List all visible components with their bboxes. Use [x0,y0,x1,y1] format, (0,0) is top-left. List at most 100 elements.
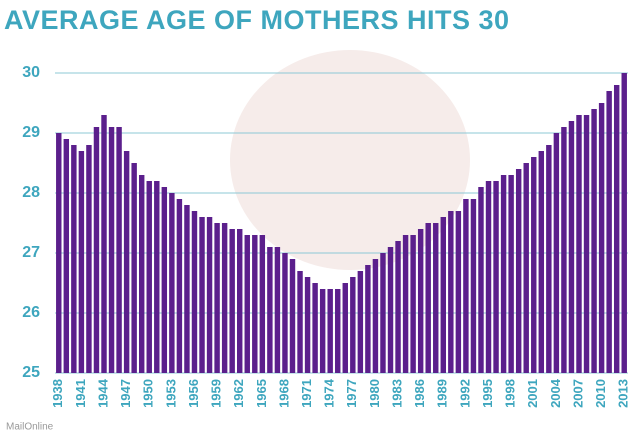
x-tick-label: 1947 [118,379,133,408]
bar [116,127,122,373]
bar [169,193,175,373]
bar [591,109,597,373]
bar [523,163,529,373]
bar [123,151,130,373]
x-tick-label: 1959 [209,379,224,408]
bar [531,157,537,373]
bar [176,199,183,373]
bar [312,283,318,373]
bar [335,289,341,373]
bar [576,115,582,373]
y-tick-label: 25 [22,364,40,381]
bar [138,175,145,373]
bar [214,223,220,373]
x-tick-label: 1962 [231,379,246,408]
bar [365,265,371,373]
bar [493,181,499,373]
bar [93,127,100,373]
x-tick-label: 1953 [163,379,178,408]
bar [86,145,92,373]
bar [448,211,454,373]
bar [342,283,348,373]
y-tick-label: 27 [22,244,40,261]
bar [583,115,590,373]
y-tick-label: 30 [22,64,40,81]
source: MailOnline [6,422,54,433]
bar [478,187,484,373]
bar [154,181,160,373]
bar [63,139,70,373]
bar [101,115,107,373]
x-tick-label: 1977 [344,379,359,408]
bar [71,145,77,373]
bar [561,127,567,373]
bar [289,259,296,373]
x-tick-label: 1965 [254,379,269,408]
chart-title: AVERAGE AGE OF MOTHERS HITS 30 [4,5,510,35]
bar [146,181,152,373]
bar [199,217,205,373]
bar [395,241,401,373]
bar [508,175,514,373]
bar [304,277,311,373]
bar [606,91,612,373]
bar [568,121,575,373]
bar [380,253,386,373]
bar [621,73,627,373]
x-tick-label: 1992 [457,379,472,408]
x-tick-label: 1983 [389,379,404,408]
bar [327,289,333,373]
x-tick-label: 1956 [186,379,201,408]
bar [259,235,266,373]
bar [267,247,273,373]
bar [184,205,190,373]
bar [372,259,379,373]
bar [206,217,213,373]
x-tick-label: 1998 [503,379,518,408]
x-tick-label: 2013 [616,379,631,408]
bar [191,211,198,373]
bar [598,103,605,373]
x-tick-label: 2007 [570,379,585,408]
x-tick-label: 1989 [435,379,450,408]
bar [387,247,394,373]
bar [274,247,281,373]
bar [402,235,409,373]
x-tick-label: 1995 [480,379,495,408]
x-tick-label: 1968 [276,379,291,408]
bar [425,223,431,373]
bar [417,229,424,373]
y-tick-label: 26 [22,304,40,321]
x-tick-label: 2004 [548,378,563,408]
bar [485,181,492,373]
bar [78,151,85,373]
x-tick-label: 1974 [322,378,337,408]
bar [282,253,288,373]
bar [221,223,228,373]
bar [455,211,462,373]
x-tick-label: 1980 [367,379,382,408]
bar [244,235,250,373]
bar [252,235,258,373]
bar [161,187,168,373]
bar [357,271,364,373]
x-tick-label: 1938 [50,379,65,408]
bar [463,199,469,373]
x-tick-label: 2001 [525,379,540,408]
bar [56,133,62,373]
x-tick-label: 1986 [412,379,427,408]
bar [410,235,416,373]
bar [108,127,115,373]
bar [515,169,522,373]
bar [500,175,507,373]
bar [538,151,545,373]
bar [440,217,446,373]
x-tick-label: 1950 [141,379,156,408]
bar [433,223,439,373]
bar [319,289,326,373]
x-tick-label: 1941 [73,379,88,408]
x-tick-label: 1971 [299,379,314,408]
bar [470,199,477,373]
bar [350,277,356,373]
